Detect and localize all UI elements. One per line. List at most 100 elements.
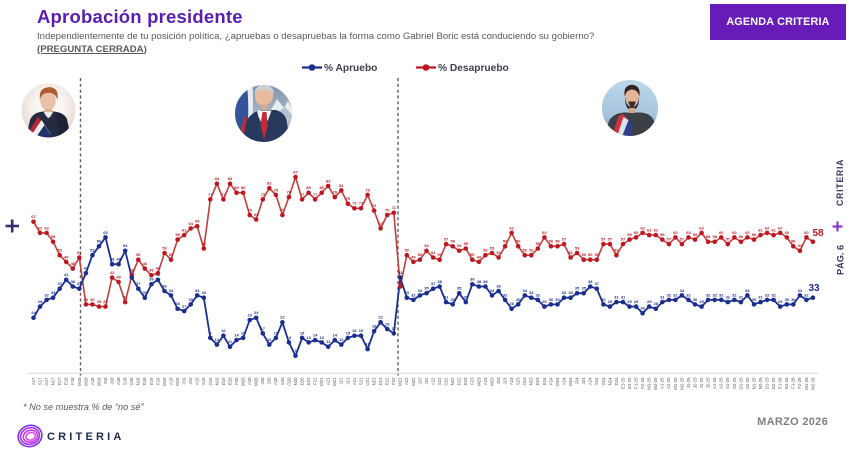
svg-text:78: 78 (287, 190, 292, 195)
svg-text:29: 29 (542, 299, 547, 304)
svg-text:O19: O19 (208, 377, 213, 386)
svg-text:33: 33 (51, 290, 56, 295)
svg-text:60: 60 (719, 230, 724, 235)
svg-text:50: 50 (437, 252, 442, 257)
svg-text:32: 32 (411, 292, 416, 297)
svg-text:J22: J22 (417, 377, 422, 385)
svg-text:30: 30 (188, 297, 193, 302)
svg-text:65: 65 (195, 219, 200, 224)
svg-text:O23: O23 (522, 377, 527, 386)
svg-text:54: 54 (424, 243, 429, 248)
svg-text:51: 51 (202, 241, 207, 246)
svg-text:61: 61 (771, 228, 776, 233)
svg-text:49: 49 (64, 254, 69, 259)
svg-text:61: 61 (758, 228, 763, 233)
svg-text:59: 59 (693, 232, 698, 237)
svg-text:37: 37 (77, 281, 82, 286)
svg-text:15: 15 (300, 330, 305, 335)
svg-text:38: 38 (437, 279, 442, 284)
svg-text:52: 52 (483, 248, 488, 253)
svg-text:75: 75 (346, 196, 351, 201)
svg-text:46: 46 (143, 261, 148, 266)
svg-text:32: 32 (706, 292, 711, 297)
svg-text:A24: A24 (561, 377, 566, 385)
svg-text:44: 44 (156, 266, 161, 271)
svg-text:14: 14 (313, 333, 318, 338)
svg-text:36: 36 (496, 283, 501, 288)
svg-text:36: 36 (162, 283, 167, 288)
svg-text:A1-25: A1-25 (660, 377, 665, 389)
svg-text:A22: A22 (430, 377, 435, 385)
svg-text:J18: J18 (110, 377, 115, 385)
svg-text:60: 60 (804, 230, 809, 235)
svg-text:61: 61 (654, 228, 659, 233)
svg-text:59: 59 (175, 232, 180, 237)
svg-text:N17: N17 (51, 377, 56, 385)
svg-text:33: 33 (809, 283, 821, 294)
svg-text:O21: O21 (365, 377, 370, 386)
svg-text:F19: F19 (155, 377, 160, 385)
svg-text:13: 13 (287, 335, 292, 340)
svg-text:16: 16 (352, 328, 357, 333)
svg-text:E1-26: E1-26 (778, 377, 783, 389)
svg-text:D21: D21 (378, 377, 383, 385)
svg-text:42: 42 (130, 270, 135, 275)
svg-text:17: 17 (392, 326, 397, 331)
svg-text:29: 29 (97, 299, 102, 304)
svg-text:12: 12 (215, 337, 220, 342)
svg-text:J22: J22 (424, 377, 429, 385)
svg-text:15: 15 (274, 330, 279, 335)
svg-text:50: 50 (169, 252, 174, 257)
svg-text:A17: A17 (31, 377, 36, 385)
svg-text:56: 56 (450, 239, 455, 244)
svg-text:E19: E19 (149, 377, 154, 385)
svg-text:% Apruebo: % Apruebo (324, 63, 377, 74)
svg-text:O20: O20 (286, 377, 291, 386)
svg-text:22: 22 (280, 315, 285, 320)
svg-text:J23: J23 (496, 377, 501, 385)
svg-text:30: 30 (785, 297, 790, 302)
svg-text:M24: M24 (568, 377, 573, 386)
svg-text:34: 34 (195, 288, 200, 293)
svg-text:31: 31 (123, 295, 128, 300)
svg-text:12: 12 (267, 337, 272, 342)
svg-text:32: 32 (536, 292, 541, 297)
svg-text:60: 60 (673, 230, 678, 235)
svg-text:38: 38 (483, 279, 488, 284)
svg-text:52: 52 (614, 248, 619, 253)
svg-text:35: 35 (457, 286, 462, 291)
svg-text:* No se muestra % de “no sé”: * No se muestra % de “no sé” (23, 402, 144, 412)
svg-text:61: 61 (182, 228, 187, 233)
svg-text:E2-25: E2-25 (627, 377, 632, 389)
svg-text:34: 34 (745, 288, 750, 293)
svg-text:27: 27 (182, 304, 187, 309)
svg-text:60: 60 (732, 230, 737, 235)
svg-text:56: 56 (549, 239, 554, 244)
svg-text:F2-25: F2-25 (640, 377, 645, 389)
svg-text:60: 60 (634, 230, 639, 235)
svg-text:39: 39 (149, 277, 154, 282)
svg-text:77: 77 (221, 192, 226, 197)
svg-text:M18: M18 (77, 377, 82, 386)
svg-text:F1-26: F1-26 (791, 377, 796, 389)
svg-text:49: 49 (477, 254, 482, 259)
svg-text:31: 31 (758, 295, 763, 300)
svg-text:44: 44 (84, 266, 89, 271)
svg-text:29: 29 (38, 299, 43, 304)
svg-text:11: 11 (228, 339, 233, 344)
svg-text:N18: N18 (136, 377, 141, 385)
svg-text:J2-25: J2-25 (706, 377, 711, 388)
svg-text:S19: S19 (201, 377, 206, 385)
svg-text:60: 60 (103, 230, 108, 235)
svg-text:J1-25: J1-25 (699, 377, 704, 388)
svg-text:J21: J21 (339, 377, 344, 385)
svg-text:60: 60 (686, 230, 691, 235)
svg-text:84: 84 (228, 176, 233, 181)
svg-text:30: 30 (601, 297, 606, 302)
svg-text:62: 62 (778, 225, 783, 230)
svg-text:30: 30 (516, 297, 521, 302)
svg-text:62: 62 (38, 225, 43, 230)
svg-text:A22: A22 (404, 377, 409, 385)
svg-text:78: 78 (333, 190, 338, 195)
svg-text:73: 73 (359, 201, 364, 206)
